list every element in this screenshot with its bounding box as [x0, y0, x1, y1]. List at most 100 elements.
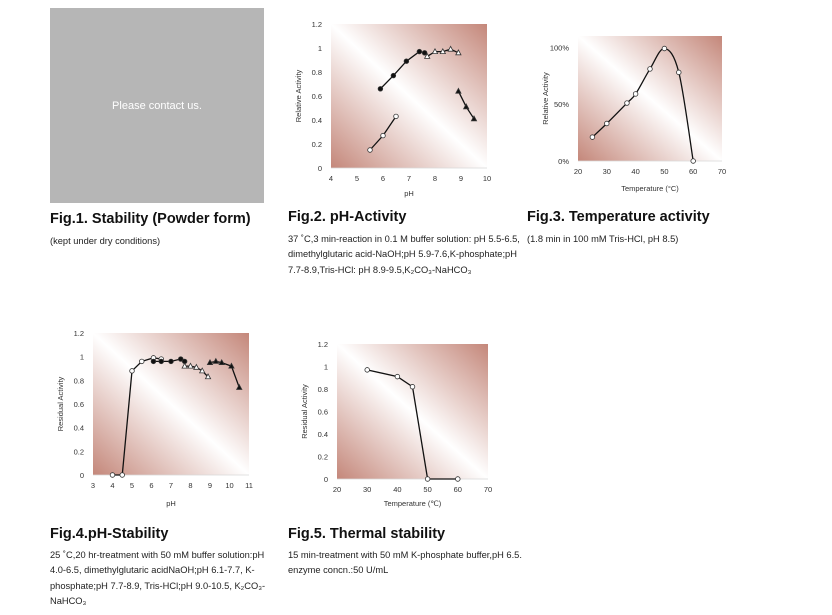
- x-tick-label: 60: [689, 167, 697, 176]
- data-point: [198, 367, 206, 374]
- fig4-chart: 3 4 5 6 7 8 9 10 11 0 0.2 0.4 0.6 0.8 1 1.2 pH Residual A…: [56, 329, 253, 508]
- data-point: [424, 476, 431, 482]
- y-tick-label: 1.2: [74, 329, 84, 338]
- y-tick-label: 0.8: [312, 68, 322, 77]
- data-point: [455, 49, 462, 56]
- x-axis-label: pH: [166, 499, 176, 508]
- y-tick-label: 0%: [558, 157, 569, 166]
- data-point: [380, 132, 386, 139]
- data-point: [676, 69, 682, 76]
- y-tick-label: 0.8: [318, 385, 328, 394]
- fig1-image-placeholder: Please contact us.: [50, 8, 264, 203]
- y-tick-label: 0: [324, 475, 328, 484]
- y-tick-label: 0.2: [318, 453, 328, 462]
- plot-area: [578, 36, 722, 161]
- data-point: [204, 373, 212, 380]
- x-tick-label: 40: [393, 485, 401, 494]
- data-point: [394, 373, 401, 380]
- data-point: [218, 358, 225, 365]
- x-tick-label: 5: [130, 481, 134, 490]
- x-tick-label: 10: [225, 481, 233, 490]
- data-point: [139, 358, 145, 365]
- y-tick-label: 0.2: [74, 447, 84, 456]
- fig3-chart: 20 30 40 50 60 70 0% 50% 100% Temperature (°C) Rel…: [541, 36, 726, 193]
- x-tick-label: 20: [333, 485, 341, 494]
- x-tick-label: 5: [355, 174, 359, 183]
- fig4-caption: 25 ˚C,20 hr-treatment with 50 mM buffer …: [50, 550, 266, 606]
- plot-area: [331, 24, 487, 168]
- x-tick-label: 50: [423, 485, 431, 494]
- data-point: [439, 47, 447, 54]
- data-point: [604, 120, 610, 127]
- data-point: [455, 87, 462, 94]
- data-point: [181, 362, 188, 369]
- x-tick-label: 70: [484, 485, 492, 494]
- x-tick-label: 4: [110, 481, 114, 490]
- data-point: [150, 358, 157, 365]
- fig2-title: Fig.2. pH-Activity: [288, 209, 407, 225]
- plot-area: [337, 344, 488, 479]
- x-tick-label: 4: [329, 174, 333, 183]
- data-point: [632, 91, 639, 97]
- data-point: [377, 86, 384, 92]
- x-tick-label: 10: [483, 174, 491, 183]
- data-point: [364, 367, 370, 373]
- x-tick-label: 11: [245, 481, 253, 490]
- y-tick-label: 1: [318, 44, 322, 53]
- y-tick-label: 0.8: [74, 376, 84, 385]
- x-tick-label: 30: [603, 167, 611, 176]
- y-tick-label: 0.2: [312, 140, 322, 149]
- y-tick-label: 0.6: [74, 400, 84, 409]
- y-axis-label: Residual Activity: [300, 384, 309, 439]
- x-tick-label: 8: [433, 174, 437, 183]
- fig2-caption: 37 ˚C,3 min-reaction in 0.1 M buffer sol…: [288, 234, 520, 275]
- data-point: [187, 362, 194, 369]
- y-tick-label: 1.2: [312, 20, 322, 29]
- data-point: [158, 358, 164, 365]
- x-tick-label: 50: [660, 167, 668, 176]
- data-point: [235, 383, 243, 390]
- data-point: [462, 103, 470, 110]
- fig1-caption: (kept under dry conditions): [50, 236, 161, 246]
- x-tick-label: 6: [381, 174, 385, 183]
- data-point: [690, 158, 696, 164]
- data-point: [624, 100, 630, 106]
- data-point: [421, 50, 428, 56]
- x-tick-label: 30: [363, 485, 371, 494]
- data-point: [409, 384, 416, 390]
- x-tick-label: 8: [188, 481, 192, 490]
- x-tick-label: 6: [149, 481, 153, 490]
- x-axis-label: Temperature (℃): [384, 499, 442, 508]
- y-axis-label: Relative Activity: [541, 72, 550, 125]
- y-tick-label: 0.6: [312, 92, 322, 101]
- x-tick-label: 70: [718, 167, 726, 176]
- x-tick-label: 60: [454, 485, 462, 494]
- fig5-caption: 15 min-treatment with 50 mM K-phosphate …: [288, 550, 522, 576]
- data-point: [647, 66, 653, 72]
- data-point: [109, 472, 116, 478]
- fig3-title: Fig.3. Temperature activity: [527, 209, 710, 225]
- x-tick-label: 40: [631, 167, 639, 176]
- x-tick-label: 20: [574, 167, 582, 176]
- data-point: [470, 115, 478, 122]
- data-point: [393, 113, 399, 120]
- y-tick-label: 50%: [554, 100, 569, 109]
- x-tick-label: 7: [407, 174, 411, 183]
- y-tick-label: 0.4: [74, 424, 84, 433]
- y-tick-label: 0.4: [312, 116, 322, 125]
- x-axis-label: Temperature (°C): [621, 184, 679, 193]
- y-tick-label: 0: [80, 471, 84, 480]
- data-point: [431, 47, 439, 54]
- y-axis-label: Relative Activity: [294, 69, 303, 122]
- y-tick-label: 0.6: [318, 408, 328, 417]
- data-point: [168, 358, 174, 365]
- data-point: [403, 58, 410, 64]
- data-point: [206, 358, 214, 365]
- x-tick-label: 9: [459, 174, 463, 183]
- fig5-title: Fig.5. Thermal stability: [288, 526, 446, 542]
- data-point: [178, 356, 184, 362]
- fig5-chart: 20 30 40 50 60 70 0 0.2 0.4 0.6 0.8 1 1.2 Temperature…: [300, 340, 492, 508]
- data-point: [119, 472, 125, 478]
- data-point: [589, 134, 596, 140]
